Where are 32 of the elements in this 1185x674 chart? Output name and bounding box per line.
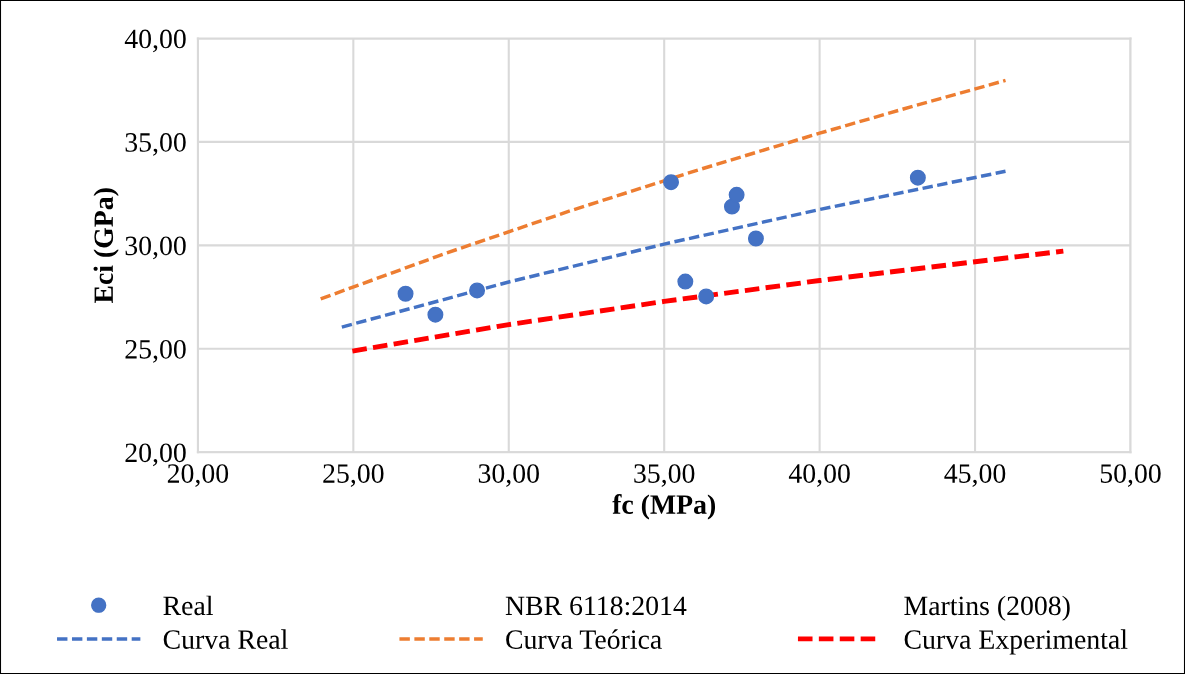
point (397, 285, 414, 302)
text: Martins (2008) (904, 595, 1070, 621)
point (698, 288, 715, 305)
x-tick-label: 20,00 (167, 464, 229, 487)
legend-label: Curva Teórica (506, 629, 662, 649)
y-tick-label: 35,00 (125, 133, 186, 156)
y-tick-label: 20,00 (125, 443, 186, 467)
line-series (349, 248, 1066, 354)
x-tick-label: 35,00 (634, 464, 695, 487)
point (469, 282, 486, 299)
x-axis-title: fc (MPa) (612, 494, 716, 520)
y-tick-label: 30,00 (125, 236, 186, 260)
legend-label: Curva Real (163, 629, 288, 649)
point (677, 273, 694, 290)
line-series (340, 169, 1008, 329)
x-tick-label: 25,00 (323, 464, 384, 487)
point (663, 174, 680, 191)
y-tick-label: 25,00 (125, 339, 186, 363)
point (728, 186, 745, 203)
point (747, 230, 764, 247)
x-tick-label: 40,00 (788, 464, 850, 487)
x-tick-label: 45,00 (944, 464, 1006, 487)
line-series (318, 78, 1008, 301)
y-axis-title: Eci (GPa) (93, 188, 119, 304)
legend-label: Real (163, 595, 213, 616)
x-tick-label: 50,00 (1100, 464, 1161, 487)
point (427, 306, 444, 323)
point (909, 169, 926, 186)
legend-label: Curva Experimental (904, 629, 1128, 655)
x-tick-label: 30,00 (478, 464, 539, 487)
text: NBR 6118:2014 (505, 596, 687, 616)
y-tick-label: 40,00 (124, 29, 186, 53)
